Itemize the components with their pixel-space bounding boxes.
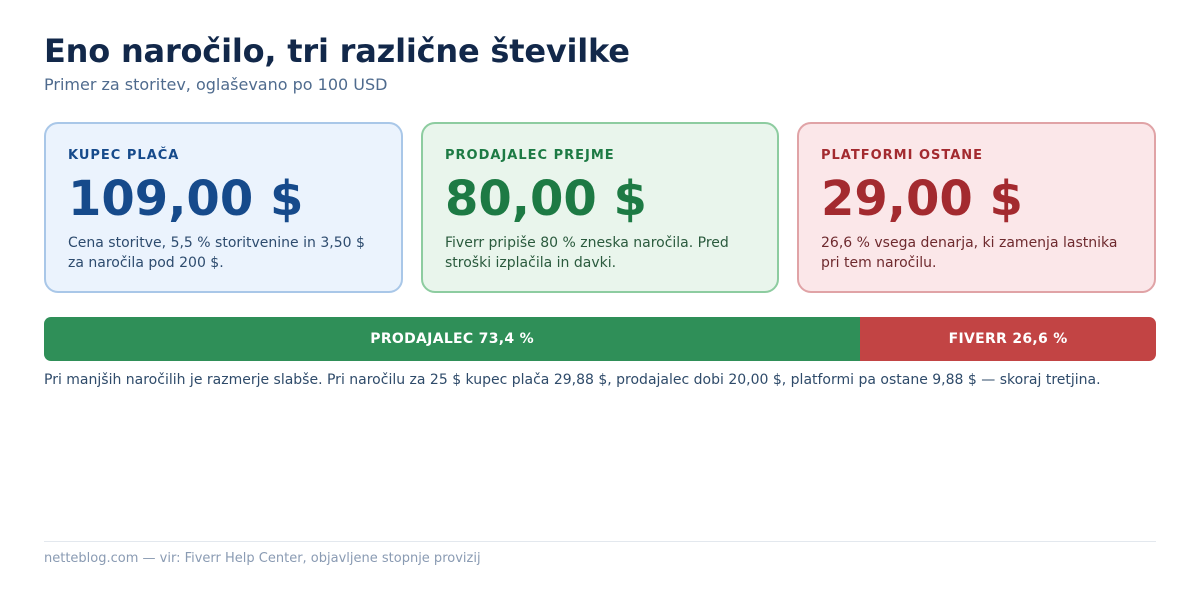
- source-footer: netteblog.com — vir: Fiverr Help Center,…: [44, 551, 481, 566]
- buyer-pays-label: KUPEC PLAČA: [68, 148, 180, 163]
- footer-divider: [44, 541, 1156, 542]
- seller-receives-amount: 80,00 $: [445, 171, 647, 227]
- page-title: Eno naročilo, tri različne številke: [44, 32, 630, 70]
- split-bar-seller-segment: PRODAJALEC 73,4 %: [44, 317, 861, 361]
- buyer-pays-card: KUPEC PLAČA 109,00 $ Cena storitve, 5,5 …: [44, 122, 403, 293]
- platform-keeps-description: 26,6 % vsega denarja, ki zamenja lastnik…: [821, 235, 1118, 271]
- seller-receives-card: PRODAJALEC PREJME 80,00 $ Fiverr pripiše…: [421, 122, 779, 293]
- platform-keeps-card: PLATFORMI OSTANE 29,00 $ 26,6 % vsega de…: [797, 122, 1156, 293]
- seller-receives-description: Fiverr pripiše 80 % zneska naročila. Pre…: [445, 235, 729, 271]
- split-bar-fiverr-segment: FIVERR 26,6 %: [860, 317, 1156, 361]
- split-bar: PRODAJALEC 73,4 % FIVERR 26,6 %: [44, 317, 1156, 361]
- small-order-note: Pri manjših naročilih je razmerje slabše…: [44, 372, 1101, 388]
- page-subtitle: Primer za storitev, oglaševano po 100 US…: [44, 75, 388, 94]
- platform-keeps-amount: 29,00 $: [821, 171, 1023, 227]
- buyer-pays-amount: 109,00 $: [68, 171, 304, 227]
- seller-receives-label: PRODAJALEC PREJME: [445, 148, 615, 163]
- platform-keeps-label: PLATFORMI OSTANE: [821, 148, 984, 163]
- buyer-pays-description: Cena storitve, 5,5 % storitvenine in 3,5…: [68, 235, 365, 271]
